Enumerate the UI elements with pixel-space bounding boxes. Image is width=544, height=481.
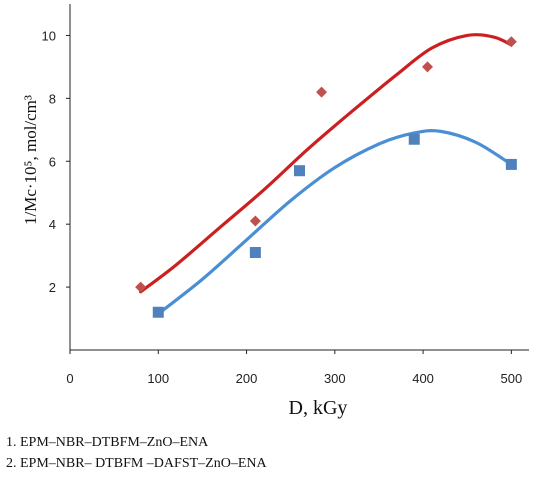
y-tick-label: 8 [49,91,56,106]
y-tick-labels: 2 4 6 8 10 [42,28,70,295]
x-tick-label: 100 [147,371,169,386]
legend-entry-2: 2. EPM–NBR– DTBFM –DAFST–ZnO–ENA [6,456,267,471]
x-tick-label: 400 [412,371,434,386]
legend: 1. EPM–NBR–DTBFM–ZnO–ENA 2. EPM–NBR– DTB… [6,432,267,474]
data-point-series-1 [249,215,261,227]
y-tick-label: 4 [49,217,56,232]
legend-entry-1: 1. EPM–NBR–DTBFM–ZnO–ENA [6,435,209,450]
x-tick-label: 500 [500,371,522,386]
data-point-series-2 [249,246,261,258]
fit-curves [139,33,513,316]
x-tick-label: 300 [324,371,346,386]
x-tick-label: 0 [66,371,73,386]
data-point-series-2 [505,158,517,170]
data-point-series-2 [294,165,305,177]
data-point-series-1 [316,86,328,98]
x-axis-title: D, kGy [289,397,348,419]
data-points [135,36,517,318]
x-tick-label: 200 [236,371,258,386]
data-point-series-1 [505,36,517,48]
y-axis-title: 1/Mc·10⁵, mol/cm³ [21,95,40,225]
y-tick-label: 10 [42,28,56,43]
data-point-series-2 [408,133,420,145]
y-tick-label: 6 [49,154,56,169]
fit-curve-2 [156,129,513,316]
data-point-series-2 [152,306,164,318]
axes [69,4,529,351]
fit-curve-1 [139,33,513,294]
data-point-series-1 [421,61,433,73]
data-point-series-1 [135,281,147,293]
y-tick-label: 2 [49,280,56,295]
x-tick-labels: 0 100 200 300 400 500 [66,350,522,386]
